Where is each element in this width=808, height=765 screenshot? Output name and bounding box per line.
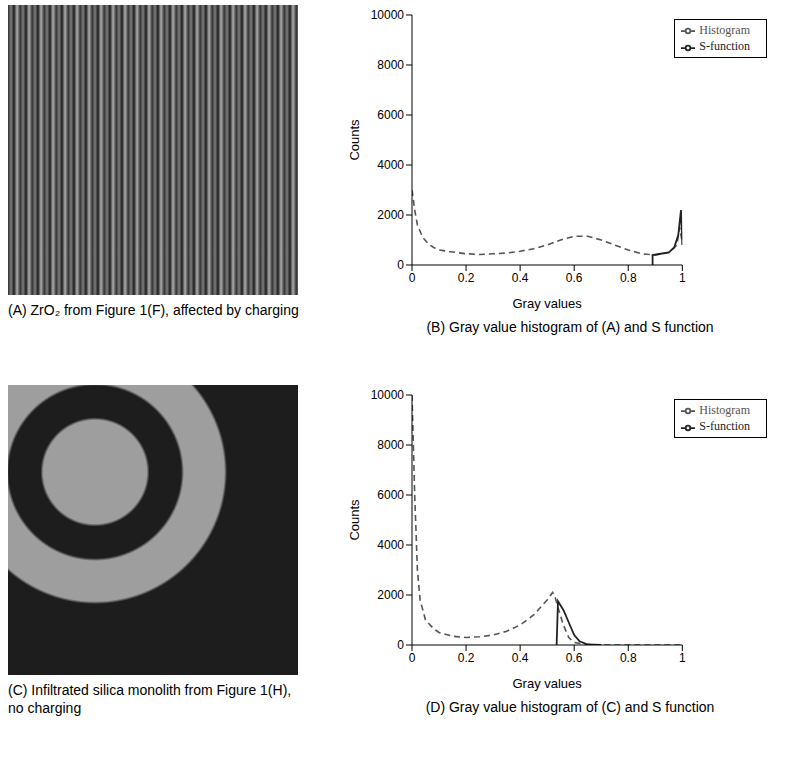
svg-text:0: 0 xyxy=(397,258,404,272)
svg-text:Gray values: Gray values xyxy=(512,296,582,311)
svg-text:0: 0 xyxy=(397,638,404,652)
svg-text:0.8: 0.8 xyxy=(620,271,637,285)
svg-text:10000: 10000 xyxy=(371,8,405,22)
svg-text:2000: 2000 xyxy=(377,588,404,602)
html-text:(A) ZrO₂ from Figure 1(F), aff: (A) ZrO₂ from Figure 1(F), affected by c… xyxy=(8,302,299,318)
svg-text:8000: 8000 xyxy=(377,58,404,72)
svg-text:0.2: 0.2 xyxy=(458,271,475,285)
svg-text:0.6: 0.6 xyxy=(566,651,583,665)
svg-text:6000: 6000 xyxy=(377,108,404,122)
svg-text:0: 0 xyxy=(409,271,416,285)
html-text:S-function: S-function xyxy=(699,419,750,434)
html-text:(B) Gray value histogram of (A: (B) Gray value histogram of (A) and S fu… xyxy=(426,319,714,335)
svg-text:0.6: 0.6 xyxy=(566,271,583,285)
svg-text:2000: 2000 xyxy=(377,208,404,222)
svg-text:1: 1 xyxy=(679,651,686,665)
svg-text:0.4: 0.4 xyxy=(512,651,529,665)
svg-text:0: 0 xyxy=(409,651,416,665)
svg-text:1: 1 xyxy=(679,271,686,285)
svg-text:6000: 6000 xyxy=(377,488,404,502)
html-text:(C) Infiltrated silica monolit: (C) Infiltrated silica monolith from Fig… xyxy=(8,682,292,716)
svg-text:4000: 4000 xyxy=(377,158,404,172)
svg-text:Counts: Counts xyxy=(347,499,362,541)
html-text:(D) Gray value histogram of (C: (D) Gray value histogram of (C) and S fu… xyxy=(425,699,715,715)
svg-text:0.8: 0.8 xyxy=(620,651,637,665)
svg-text:8000: 8000 xyxy=(377,438,404,452)
svg-text:4000: 4000 xyxy=(377,538,404,552)
html-text:Histogram: Histogram xyxy=(699,23,750,37)
svg-text:0.2: 0.2 xyxy=(458,651,475,665)
html-text:Histogram: Histogram xyxy=(699,403,750,417)
svg-text:Gray values: Gray values xyxy=(512,676,582,691)
svg-text:10000: 10000 xyxy=(371,388,405,402)
svg-text:Counts: Counts xyxy=(347,119,362,161)
svg-text:0.4: 0.4 xyxy=(512,271,529,285)
html-text:S-function: S-function xyxy=(699,39,750,54)
